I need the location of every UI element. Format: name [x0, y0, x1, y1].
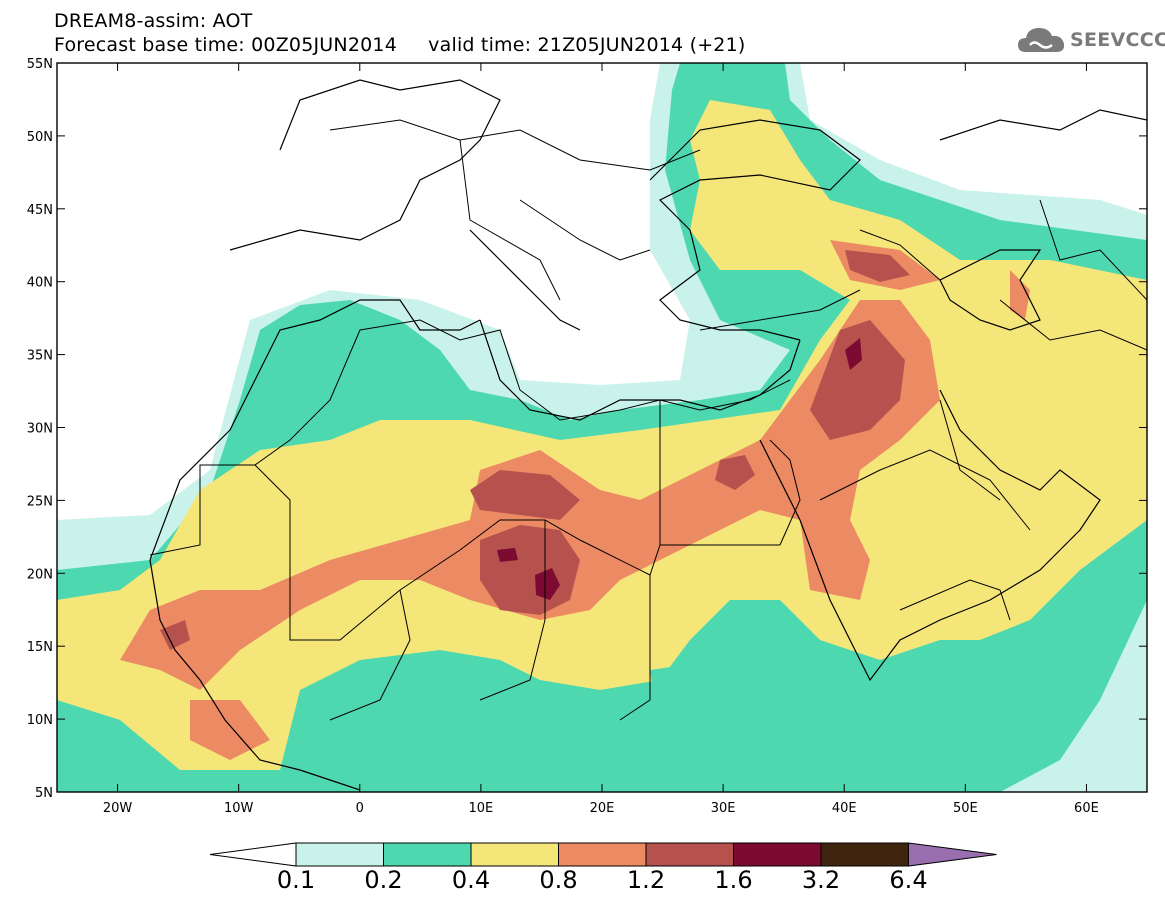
- colorbar-label: 0.8: [539, 866, 578, 894]
- colorbar-label: 0.2: [364, 866, 403, 894]
- colorbar-under-triangle: [209, 842, 297, 867]
- lon-label: 50E: [953, 801, 978, 816]
- lon-label: 20W: [103, 801, 133, 816]
- logo-text: SEEVCCC: [1070, 29, 1165, 51]
- colorbar-label: 6.4: [889, 866, 928, 894]
- colorbar-label: 3.2: [801, 866, 841, 894]
- lon-label: 60E: [1074, 801, 1099, 816]
- lat-label: 55N: [27, 57, 53, 72]
- lat-label: 45N: [27, 203, 53, 218]
- lat-label: 10N: [27, 713, 53, 728]
- colorbar-box: [295, 842, 384, 867]
- lat-label: 30N: [27, 422, 53, 437]
- lon-label: 10E: [469, 801, 494, 816]
- lon-label: 30E: [711, 801, 736, 816]
- lon-label: 40E: [832, 801, 857, 816]
- map-title: DREAM8-assim: AOT: [54, 10, 253, 32]
- colorbar-box: [733, 842, 822, 867]
- lat-label: 50N: [27, 130, 53, 145]
- colorbar-label: 1.2: [626, 866, 666, 894]
- lat-label: 15N: [27, 640, 53, 655]
- lon-label: 20E: [590, 801, 615, 816]
- longitude-labels: 20W 10W 0 10E 20E 30E 40E 50E 60E: [103, 801, 1099, 816]
- seevccc-logo: SEEVCCC: [1016, 22, 1165, 58]
- colorbar-box: [558, 842, 647, 867]
- colorbar-box: [820, 842, 909, 867]
- lat-label: 40N: [27, 276, 53, 291]
- forecast-time-subtitle: Forecast base time: 00Z05JUN2014 valid t…: [54, 34, 746, 56]
- lon-label: 10W: [224, 801, 254, 816]
- colorbar-label: 0.4: [451, 866, 491, 894]
- colorbar-label: 1.6: [714, 866, 753, 894]
- colorbar-box: [470, 842, 559, 867]
- aot-band-1.6: [497, 338, 862, 600]
- aot-colorbar: [209, 842, 997, 867]
- latitude-labels: 55N 50N 45N 40N 35N 30N 25N 20N 15N 10N 5N: [27, 57, 53, 801]
- coastlines: [149, 79, 1147, 791]
- colorbar-box: [645, 842, 734, 867]
- axis-ticks: [57, 62, 1147, 793]
- colorbar-label: 0.1: [276, 866, 316, 894]
- aot-field: [57, 63, 1147, 792]
- lat-label: 20N: [27, 567, 53, 582]
- lat-label: 35N: [27, 349, 53, 364]
- lon-label: 0: [356, 801, 364, 816]
- country-boundaries: [149, 119, 1147, 721]
- colorbar-box: [383, 842, 472, 867]
- lat-label: 5N: [35, 786, 53, 801]
- lat-label: 25N: [27, 494, 53, 509]
- colorbar-over-triangle: [908, 842, 997, 867]
- cloud-icon: [1018, 28, 1065, 52]
